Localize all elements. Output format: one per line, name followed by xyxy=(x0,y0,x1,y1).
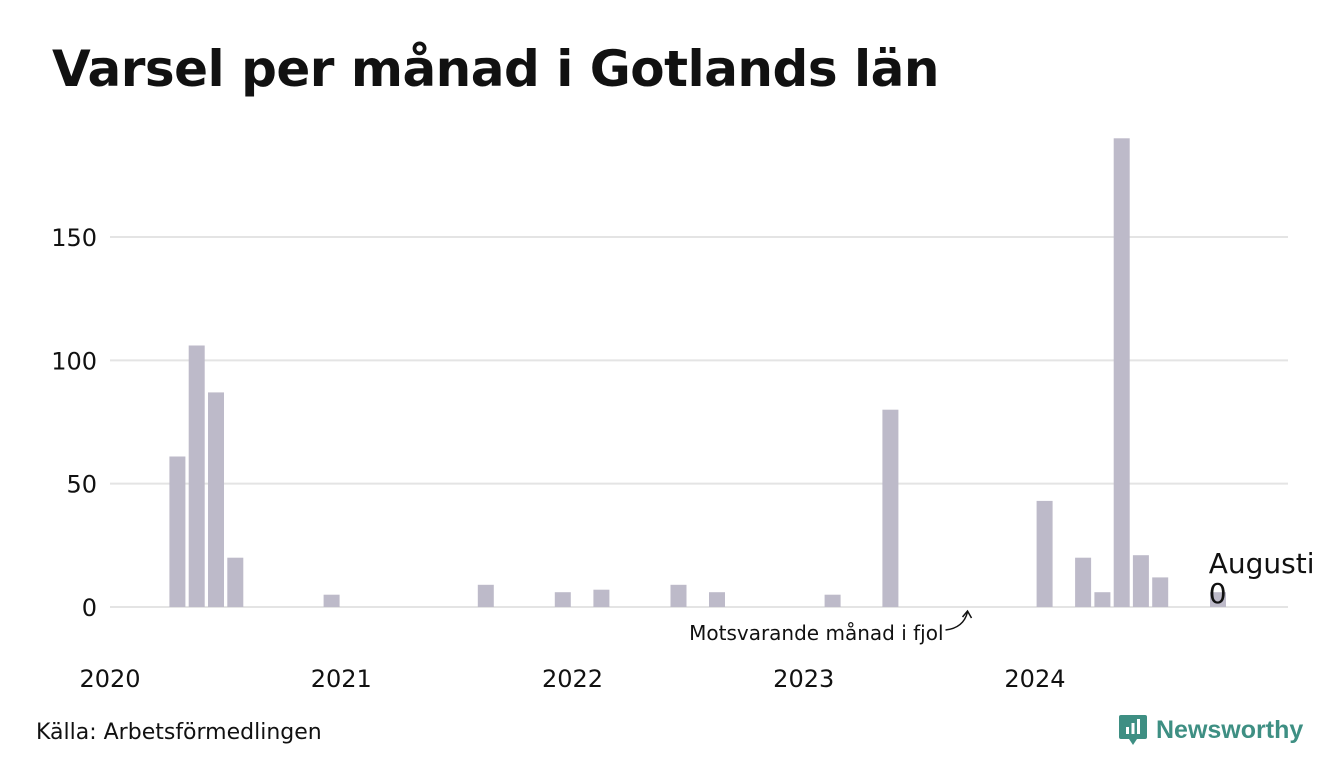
brand-name: Newsworthy xyxy=(1156,715,1304,744)
x-tick-label: 2020 xyxy=(79,665,140,693)
bar xyxy=(882,409,899,607)
bar xyxy=(188,345,205,607)
bar xyxy=(169,456,186,607)
bar xyxy=(709,592,725,607)
x-tick-label: 2022 xyxy=(542,665,603,693)
axis-labels: 0 50 100 150 2020 2021 2022 2023 2024 xyxy=(51,224,1065,693)
current-month-label: Augusti xyxy=(1209,547,1315,580)
bar xyxy=(227,557,244,607)
grid-lines xyxy=(110,236,1288,608)
y-tick-label: 150 xyxy=(51,224,97,252)
bar xyxy=(1094,592,1111,607)
x-tick-label: 2023 xyxy=(773,665,834,693)
bar xyxy=(554,592,571,607)
bar xyxy=(208,392,224,607)
bar xyxy=(477,584,494,607)
annotation-arrowhead xyxy=(961,609,973,619)
newsworthy-logo-icon xyxy=(1119,715,1147,745)
bar xyxy=(1152,577,1169,607)
bar xyxy=(1113,138,1130,608)
bar xyxy=(593,589,610,607)
annotation-label: Motsvarande månad i fjol xyxy=(689,621,943,645)
brand-logo[interactable]: Newsworthy xyxy=(1118,713,1303,747)
bar-chart: 0 50 100 150 2020 2021 2022 2023 2024 Motsvarand… xyxy=(51,138,1315,693)
bars xyxy=(169,138,1226,608)
y-tick-label: 50 xyxy=(66,471,97,499)
source-note: Källa: Arbetsförmedlingen xyxy=(36,720,322,745)
y-tick-label: 0 xyxy=(82,594,97,622)
bar xyxy=(1132,555,1149,607)
current-month-value: 0 xyxy=(1209,577,1227,610)
bar xyxy=(670,584,687,607)
bar xyxy=(824,594,841,607)
chart-title: Varsel per månad i Gotlands län xyxy=(52,40,939,98)
bar xyxy=(1036,500,1053,607)
bar xyxy=(1210,592,1226,607)
bar xyxy=(323,594,340,607)
y-tick-label: 100 xyxy=(51,347,97,375)
annotation-arrow xyxy=(945,611,969,631)
bar xyxy=(1075,557,1092,607)
x-tick-label: 2021 xyxy=(311,665,372,693)
x-tick-label: 2024 xyxy=(1004,665,1065,693)
